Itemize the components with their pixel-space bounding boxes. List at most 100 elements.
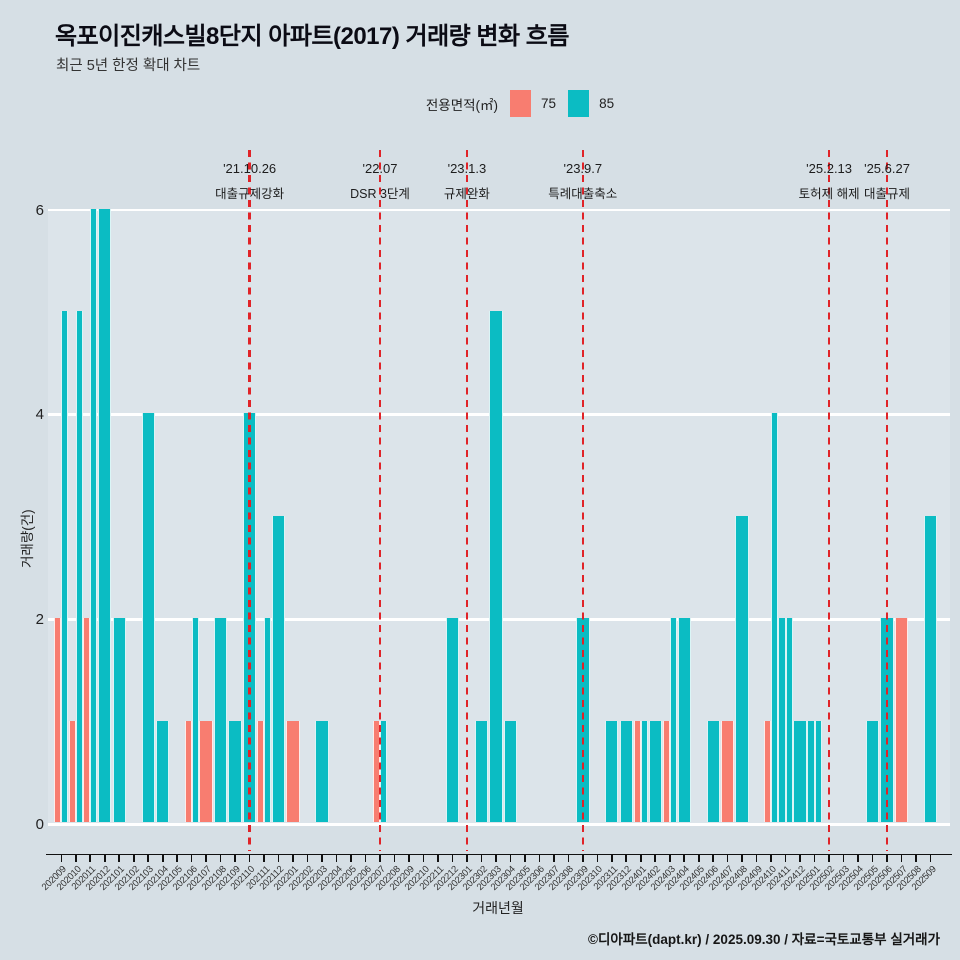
bar-202111-85 [264, 618, 272, 822]
x-tick-202201 [292, 854, 294, 862]
x-axis-label: 거래년월 [472, 900, 524, 916]
bar-202103-85 [141, 413, 155, 822]
x-tick-202308 [567, 854, 570, 862]
event-line-2 [378, 150, 382, 851]
x-tick-202110 [248, 854, 251, 862]
x-tick-202403 [668, 854, 671, 862]
bar-202009-85 [61, 311, 69, 822]
x-tick-202503 [842, 854, 845, 862]
gridline-y6 [48, 208, 950, 212]
x-tick-202111 [263, 854, 265, 862]
bar-202010-75 [68, 720, 76, 822]
bar-202311-85 [605, 720, 619, 822]
event-date-6: '25.6.27 [864, 161, 910, 176]
x-tick-202509 [929, 854, 932, 862]
bar-202501-85 [807, 720, 815, 822]
bar-202505-85 [865, 720, 880, 822]
x-tick-202204 [335, 854, 338, 862]
bar-202111-75 [256, 720, 265, 822]
bar-202501-85 [814, 720, 822, 822]
legend-swatch-75-icon [510, 90, 532, 117]
bar-202109-85 [228, 720, 242, 822]
x-tick-202311 [610, 854, 613, 862]
legend-item-85: 85 [568, 90, 614, 117]
x-tick-202404 [683, 854, 686, 862]
bar-202201-75 [286, 720, 300, 822]
event-line-5 [827, 150, 831, 851]
x-tick-202309 [582, 854, 584, 862]
bar-202012-85 [98, 208, 112, 822]
event-date-1: '21.10.26 [223, 161, 277, 176]
x-tick-202306 [538, 854, 541, 862]
bar-202407-75 [720, 720, 735, 822]
x-tick-202310 [596, 854, 599, 862]
y-tick-label-0: 0 [35, 816, 44, 833]
x-tick-202202 [306, 854, 309, 862]
bar-202302-85 [474, 720, 489, 822]
x-tick-202207 [379, 854, 381, 862]
x-tick-202307 [553, 854, 555, 862]
x-tick-202303 [495, 854, 497, 862]
x-tick-202301 [466, 854, 468, 862]
legend-title: 전용면적(㎡) [425, 97, 499, 113]
event-label-1: 대출규제강화 [215, 187, 285, 201]
x-tick-202406 [712, 854, 714, 862]
bar-202408-85 [735, 515, 749, 822]
legend-swatch-85-icon [568, 90, 590, 117]
x-tick-202408 [741, 854, 743, 862]
x-tick-202209 [408, 854, 410, 862]
x-tick-202506 [886, 854, 888, 862]
event-label-2: DSR 3단계 [350, 187, 410, 201]
page-subtitle: 최근 5년 한정 확대 차트 [56, 58, 201, 74]
page-title: 옥포이진캐스빌8단지 아파트(2017) 거래량 변화 흐름 [55, 23, 569, 50]
gridline-y0 [48, 823, 950, 826]
bar-202011-75 [83, 618, 91, 822]
y-tick-label-6: 6 [35, 201, 44, 219]
x-tick-202508 [915, 854, 917, 862]
x-tick-202012 [103, 854, 106, 862]
y-tick-label-2: 2 [35, 611, 44, 629]
bar-202011-85 [90, 208, 98, 822]
x-tick-202407 [726, 854, 729, 862]
x-tick-202507 [900, 854, 903, 862]
legend-item-75: 75 [510, 90, 556, 117]
event-date-5: '25.2.13 [806, 161, 853, 176]
bar-202304-85 [503, 720, 518, 822]
bar-202106-75 [184, 720, 192, 822]
x-tick-202208 [393, 854, 396, 862]
x-tick-202401 [639, 854, 642, 862]
x-tick-202102 [132, 854, 135, 862]
event-date-3: '23.1.3 [447, 161, 487, 176]
x-tick-202104 [161, 854, 164, 862]
legend-value-75: 75 [541, 96, 557, 111]
x-tick-202305 [524, 854, 526, 862]
x-tick-202402 [654, 854, 657, 862]
x-tick-202502 [828, 854, 830, 862]
x-tick-202304 [509, 854, 512, 862]
x-tick-202409 [755, 854, 758, 862]
event-label-3: 규제완화 [443, 187, 490, 201]
bar-202009-75 [54, 618, 62, 822]
bar-202401-75 [633, 720, 641, 822]
event-date-2: '22.07 [362, 161, 398, 176]
bar-202101-85 [112, 618, 126, 822]
x-tick-202011 [89, 854, 92, 862]
bar-202507-75 [894, 618, 909, 822]
bar-202403-75 [662, 720, 670, 822]
bar-202404-85 [677, 618, 691, 822]
x-tick-202101 [118, 854, 121, 862]
event-label-6: 대출규제 [864, 187, 911, 201]
y-tick-label-4: 4 [35, 406, 44, 424]
bar-202112-85 [271, 515, 286, 822]
x-tick-202411 [784, 854, 787, 862]
legend-value-85: 85 [599, 96, 615, 111]
bar-202312-85 [619, 720, 633, 822]
x-tick-202206 [364, 854, 367, 862]
legend: 전용면적(㎡) 75 85 [80, 90, 960, 117]
x-tick-202405 [697, 854, 700, 862]
footer-credit: ©디아파트(dapt.kr) / 2025.09.30 / 자료=국토교통부 실… [588, 932, 940, 947]
x-tick-202107 [205, 854, 207, 862]
x-tick-202106 [190, 854, 193, 862]
event-line-1 [248, 150, 251, 851]
x-tick-202312 [625, 854, 628, 862]
